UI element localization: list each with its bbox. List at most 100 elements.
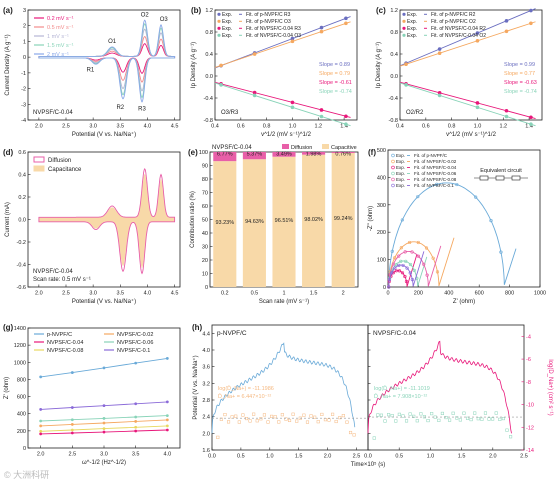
panel-f-data-point	[397, 263, 401, 267]
panel-h-left-diffusion-point	[230, 415, 234, 419]
circuit-element	[495, 175, 505, 181]
panel-f-legend-label: Fit. of p-NVPF/C	[414, 153, 448, 158]
panel-d-diffusion-curve	[38, 168, 176, 275]
panel-h-left-diffusion-point	[237, 420, 241, 424]
panel-h-right-y-tick-label: -8	[526, 380, 531, 386]
panel-h-right-y-tick-label: -10	[526, 403, 534, 409]
panel-f-data-point	[390, 249, 394, 253]
panel-f-data-point	[404, 259, 408, 263]
panel-c-legend-marker	[402, 26, 406, 30]
panel-h-right-frame	[367, 324, 525, 451]
panel-h-right-diffusion-point	[469, 418, 473, 422]
panel-f-fit-curve	[388, 182, 517, 287]
panel-g-y-tick-label: 200	[17, 429, 26, 435]
panel-b-legend-label: Exp.	[222, 19, 232, 25]
panel-e-y-tick-label: 50	[202, 218, 208, 224]
panel-g-data-point	[70, 418, 74, 422]
panel-h-right-x-tick-label: 0.5	[395, 454, 403, 460]
panel-e-y-tick-label: 40	[202, 231, 208, 237]
panel-b-data-point	[219, 63, 223, 68]
panel-b-data-point	[344, 122, 348, 126]
panel-b-data-point	[290, 105, 295, 110]
panel-a-peak-label: R3	[138, 107, 146, 113]
panel-h-right-x-tick-label: 1.5	[458, 454, 466, 460]
panel-c-x-tick-label: 1.4	[525, 124, 533, 130]
panel-e-diffusion-label: 3.49%	[276, 151, 292, 157]
panel-h-left-diffusion-point	[352, 433, 356, 437]
panel-h-right-diffusion-point	[394, 419, 398, 423]
panel-b-legend-label: Fit. of NVPSF/C-0.04 R3	[246, 26, 301, 32]
panel-a-y-tick-label: 3	[23, 8, 26, 14]
panel-g-data-point	[102, 404, 106, 408]
panel-a-y-tick-label: -1	[21, 71, 26, 77]
panel-g-y-tick-label: 600	[17, 395, 26, 401]
panel-f-fit-curve	[388, 245, 442, 287]
panel-h-left-diffusion-point	[327, 418, 331, 422]
panel-label: (a)	[3, 6, 13, 15]
panel-d-y-tick-label: 0.6	[18, 150, 26, 156]
panel-e-y-tick-label: 20	[202, 258, 208, 264]
panel-h-right-diffusion-point	[412, 414, 416, 418]
circuit-element	[511, 175, 521, 181]
panel-f-legend-label: Exp.	[396, 165, 405, 170]
panel-e-capacitive-bar	[272, 156, 296, 287]
panel-b-slope-label: Slope = 0.79	[319, 71, 350, 77]
panel-f-data-point	[408, 271, 412, 275]
panel-f-x-tick-label: 200	[414, 291, 423, 297]
panel-a-y-tick-label: -3	[21, 102, 26, 108]
panel-h-right-diffusion-point	[458, 418, 462, 422]
panel-c-legend-label: Fit. of p-NVPF/C O2	[431, 19, 476, 25]
panel-g-y-tick-label: 1200	[14, 343, 26, 349]
panel-h-right-diffusion-point	[455, 416, 459, 420]
panel-g-xlabel: ω^-1/2 (Hz^-1/2)	[82, 460, 126, 466]
panel-d-xlabel: Potential (V vs. Na/Na⁺)	[72, 298, 136, 305]
panel-b-legend-marker	[217, 12, 221, 16]
panel-c-legend-label: Exp.	[407, 12, 417, 18]
panel-c-data-point	[504, 108, 509, 113]
panel-f-y-tick-label: 400	[377, 175, 386, 181]
panel-c-data-point	[475, 31, 480, 35]
panel-f-data-point	[416, 240, 420, 245]
panel-a-peak-label: R1	[87, 67, 95, 73]
panel-f-data-point	[416, 254, 421, 258]
panel-h-left-y-tick-label: 4.4	[202, 331, 210, 337]
panel-f-data-point	[397, 254, 401, 258]
panel-e-x-tick-label: 0.2	[221, 291, 229, 297]
panel-d-y-tick-label: 0.2	[18, 195, 26, 201]
panel-c-data-point	[404, 62, 408, 67]
panel-h-left-diffusion-point	[262, 413, 266, 417]
panel-c-data-point	[437, 51, 442, 56]
panel-f-data-point	[394, 269, 398, 273]
panel-d-legend-swatch	[33, 165, 45, 172]
panel-a-y-tick-label: 0	[23, 55, 26, 61]
panel-c-legend-marker	[402, 12, 406, 16]
panel-f: 0 200 400 600 800 1000 0 100 200 300 400 500 -Z'' (o…	[368, 148, 546, 305]
panel-b-y-tick-label: 1.2	[205, 8, 213, 14]
panel-h-left-y-tick-label: 3.6	[202, 365, 210, 371]
panel-b-data-point	[319, 25, 324, 30]
panel-a-legend-label: 1.5 mV s⁻¹	[47, 43, 74, 49]
panel-c-x-tick-label: 0.4	[396, 124, 404, 130]
panel-d-legend-label: Diffusion	[48, 158, 71, 164]
panel-b-data-point	[344, 16, 348, 21]
panel-f-data-point	[474, 195, 478, 199]
panel-f-data-point	[400, 218, 404, 222]
panel-c-data-point	[437, 93, 442, 98]
panel-f-legend-label: Fit. of NVPSF/C-0.06	[414, 171, 457, 176]
panel-f-legend-marker	[391, 165, 395, 170]
panel-g-data-point	[39, 432, 43, 436]
panel-h-right-diffusion-point	[480, 417, 484, 421]
panel-f-legend-marker	[391, 183, 395, 188]
panel-e-legend-swatch	[322, 144, 329, 149]
panel-h-left-diffusion-point	[248, 419, 252, 423]
panel-e-y-tick-label: 70	[202, 191, 208, 197]
panel-e-y-tick-label: 10	[202, 272, 208, 278]
panel-d-y-tick-label: 0.0	[18, 218, 26, 224]
panel-a-frame	[27, 9, 181, 121]
panel-h-right-diffusion-point	[440, 411, 444, 415]
panel-e-x-tick-label: 1	[282, 291, 285, 297]
panel-f-data-point	[387, 285, 391, 289]
panel-c-legend-marker	[402, 19, 406, 23]
panel-h-xlabel: Time×10⁵ (s)	[351, 461, 385, 468]
panel-f-data-point	[405, 266, 409, 270]
